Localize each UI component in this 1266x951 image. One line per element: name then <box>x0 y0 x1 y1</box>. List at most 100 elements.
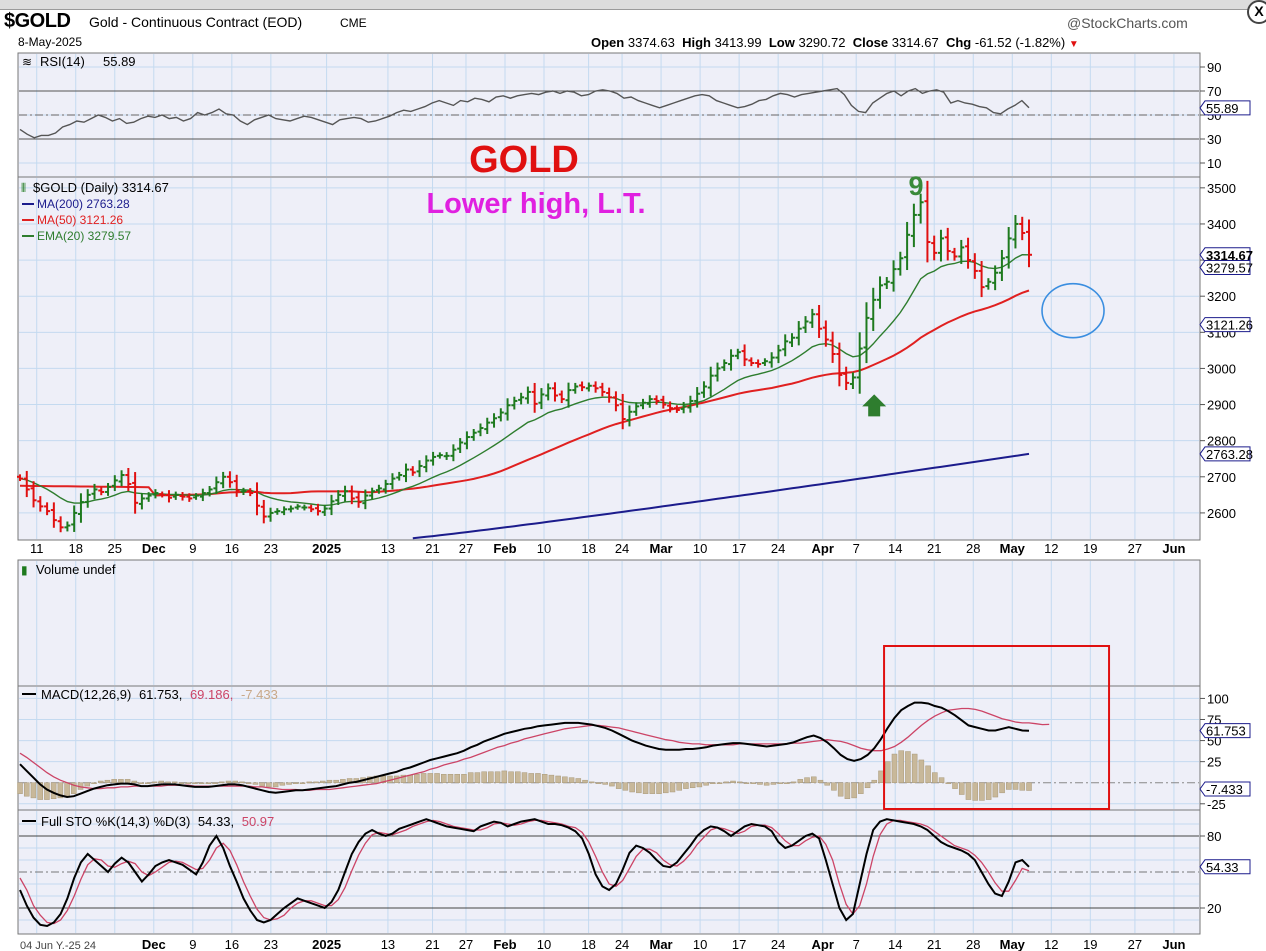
x-tick-label-top: 12 <box>1044 541 1058 556</box>
macd-histogram-bar <box>286 782 292 785</box>
macd-histogram-bar <box>918 759 925 783</box>
macd-histogram-bar <box>474 772 481 783</box>
open-value: 3374.63 <box>627 35 675 50</box>
macd-histogram-bar <box>972 782 978 801</box>
value-tag-box <box>1199 859 1251 875</box>
value-tag-box <box>1199 259 1251 275</box>
macd-histogram-bar <box>508 771 514 783</box>
macd-histogram-bar <box>642 782 649 794</box>
value-tag-box <box>1199 317 1251 333</box>
down-triangle-icon: ▼ <box>1068 39 1079 50</box>
macd-histogram-bar <box>844 782 851 799</box>
macd-histogram-bar <box>400 774 407 783</box>
macd-histogram-bar <box>293 782 299 784</box>
macd-histogram-bar <box>232 780 239 783</box>
macd-histogram-bar <box>185 782 191 784</box>
macd-histogram-bar <box>750 782 756 784</box>
x-tick-label-bottom: 19 <box>1083 937 1097 951</box>
value-tag-box <box>1199 723 1251 739</box>
macd-histogram-bar <box>219 781 225 784</box>
value-tag: 61.753 <box>1199 723 1251 739</box>
x-tick-label-top: Jun <box>1162 541 1185 556</box>
macd-histogram-bar <box>683 782 689 789</box>
macd-histogram-bar <box>837 782 844 797</box>
macd-histogram-bar <box>999 782 1005 794</box>
macd-histogram-bar <box>595 782 602 784</box>
macd-histogram-bar <box>420 773 427 783</box>
rsi-line <box>19 87 1030 139</box>
macd-histogram-bar <box>851 782 857 799</box>
value-tag-box <box>1199 446 1251 462</box>
macd-histogram-bar <box>319 780 326 783</box>
value-tag-label: 3279.57 <box>1206 260 1253 275</box>
y-tick-label: 3000 <box>1207 361 1236 376</box>
macd-histogram-bar <box>131 780 138 783</box>
rsi-plot <box>19 87 1199 140</box>
y-tick-label: 2900 <box>1207 398 1236 413</box>
x-tick-label-bottom: Mar <box>650 937 673 951</box>
x-tick-label-top: 9 <box>189 541 196 556</box>
macd-histogram-bar <box>245 782 252 784</box>
value-tag: -7.433 <box>1199 781 1251 797</box>
x-tick-label-bottom: 2025 <box>312 937 341 951</box>
macd-histogram-bar <box>145 782 151 784</box>
highlight-box <box>883 645 1111 810</box>
x-tick-label-top: Mar <box>650 541 673 556</box>
macd-histogram-bar <box>938 777 945 783</box>
window-top-strip <box>0 0 1266 10</box>
ema20-legend: EMA(20) 3279.57 <box>37 229 131 243</box>
macd-histogram-bar <box>696 782 703 788</box>
value-tag-label: -7.433 <box>1206 782 1243 797</box>
x-tick-label-bottom: 23 <box>264 937 278 951</box>
macd-histogram-bar <box>817 779 824 783</box>
x-tick-label-top: 18 <box>69 541 83 556</box>
sto-d-line <box>19 819 1030 925</box>
value-tag-label: 3314.67 <box>1206 248 1253 263</box>
macd-histogram-bar <box>575 778 582 783</box>
macd-histogram-bar <box>340 779 346 783</box>
macd-histogram-bar <box>71 782 77 794</box>
price-title: $GOLD (Daily) 3314.67 <box>33 180 169 195</box>
macd-histogram-bar <box>124 779 131 783</box>
x-tick-label-bottom: 18 <box>581 937 595 951</box>
rsi-lines-icon: ≋ <box>22 55 32 69</box>
macd-histogram-bar <box>582 779 588 783</box>
rsi-title: RSI(14) <box>40 54 85 69</box>
macd-histogram-bar <box>952 782 958 789</box>
y-tick-label: -25 <box>1207 797 1226 812</box>
chart-date: 8-May-2025 <box>18 35 83 49</box>
close-button[interactable]: X <box>1247 0 1266 24</box>
macd-histogram-bar <box>212 782 218 784</box>
value-tag: 55.89 <box>1199 100 1251 116</box>
macd-histogram-bar <box>481 771 487 783</box>
rsi-last-value: 55.89 <box>103 54 136 69</box>
projection-circle <box>1041 282 1105 339</box>
x-tick-label-top: Dec <box>142 541 166 556</box>
y-tick-label: 2800 <box>1207 434 1236 449</box>
y-tick-label: 100 <box>1207 691 1229 706</box>
macd-histogram-bar <box>266 782 272 788</box>
macd-histogram-bar <box>151 781 158 784</box>
macd-histogram-bar <box>810 776 817 783</box>
macd-histogram-bar <box>979 782 985 801</box>
macd-histogram-bar <box>871 779 878 783</box>
y-tick-label: 20 <box>1207 901 1221 916</box>
x-tick-label-bottom: Apr <box>812 937 834 951</box>
macd-histogram-bar <box>454 774 460 783</box>
x-tick-label-top: 17 <box>732 541 746 556</box>
x-tick-label-top: 16 <box>225 541 239 556</box>
macd-histogram-bar <box>548 774 555 783</box>
macd-histogram-bar <box>447 774 454 783</box>
value-tag-box <box>1199 781 1251 797</box>
ma200-legend: MA(200) 2763.28 <box>37 197 130 211</box>
price-legend: MA(200) 2763.28 MA(50) 3121.26 EMA(20) 3… <box>22 197 131 243</box>
macd-histogram-bar <box>414 774 420 783</box>
price-bars-icon: ⫴ <box>21 181 26 195</box>
x-tick-label-bottom: 24 <box>615 937 629 951</box>
x-tick-label-top: 23 <box>264 541 278 556</box>
x-tick-label-bottom: 13 <box>381 937 395 951</box>
axis-labels: 11 18 25 Dec 9 16 23 2025 13 21 27 Feb 10 18 24 Mar 10 17… <box>20 60 1253 951</box>
y-tick-label: 3200 <box>1207 289 1236 304</box>
x-tick-label-bottom: 9 <box>189 937 196 951</box>
low-value: 3290.72 <box>798 35 846 50</box>
